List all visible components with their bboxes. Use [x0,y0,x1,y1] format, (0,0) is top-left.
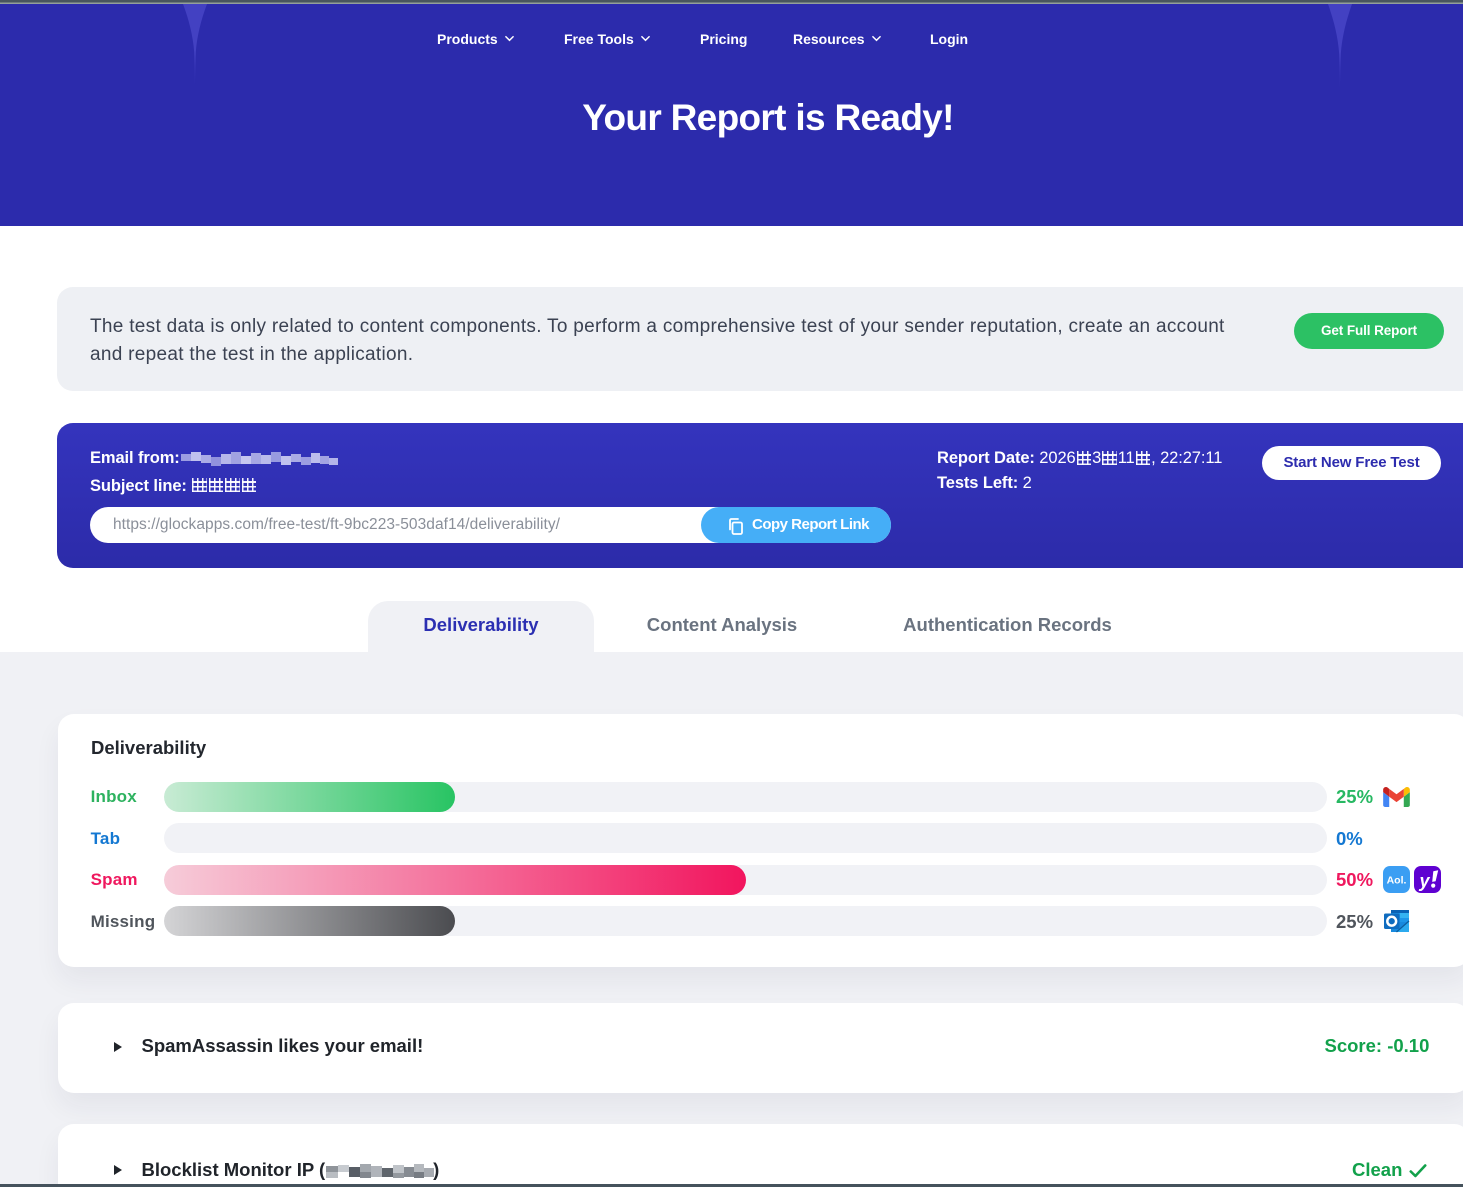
svg-text:y: y [1418,871,1430,891]
svg-text:Aol.: Aol. [1387,875,1407,887]
